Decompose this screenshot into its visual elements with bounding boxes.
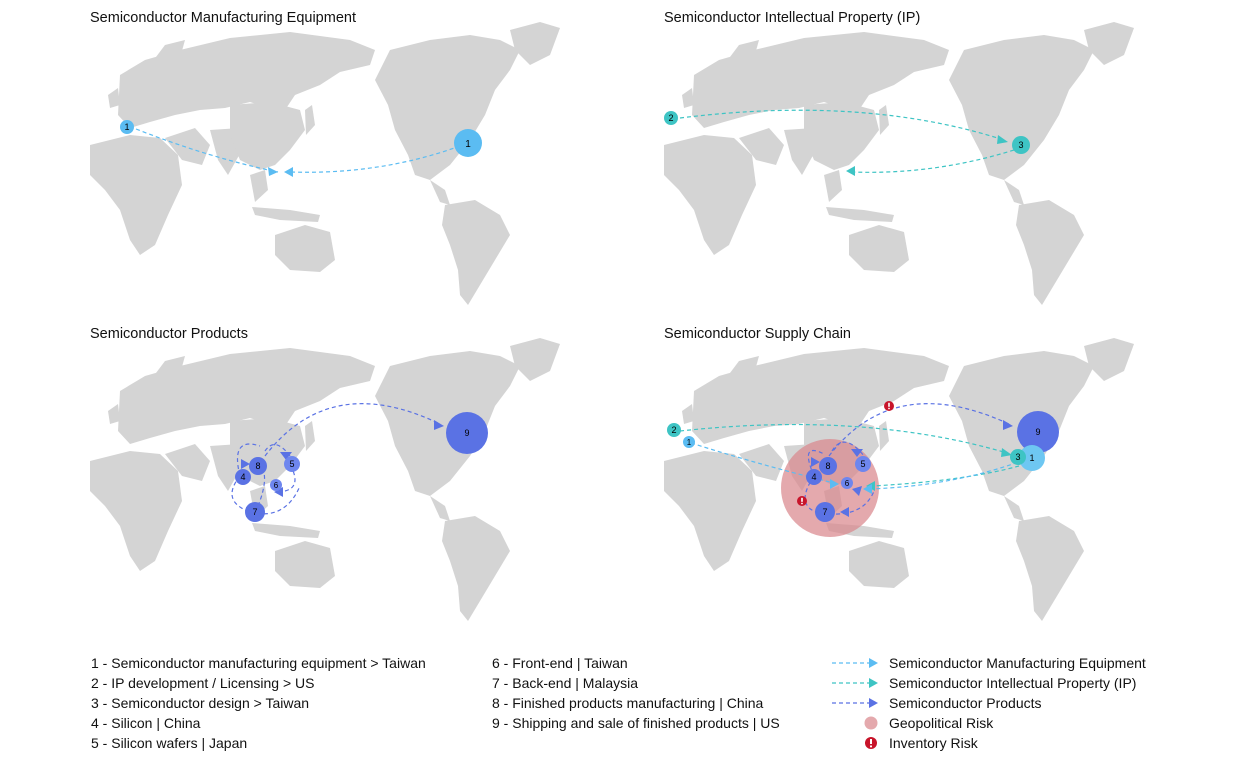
- world-map: [664, 22, 1134, 305]
- node-label: 6: [274, 481, 279, 490]
- arrowhead: [284, 167, 293, 177]
- node-label: 8: [825, 461, 830, 471]
- panel-title: Semiconductor Products: [90, 326, 248, 342]
- node-label: 5: [289, 459, 294, 469]
- node-6: [270, 479, 282, 491]
- node-8: [819, 457, 837, 475]
- node-label: 1: [465, 139, 471, 150]
- node-label: 2: [668, 113, 673, 123]
- node-7: [245, 502, 265, 522]
- node-8: [249, 457, 267, 475]
- world-map: [664, 338, 1134, 621]
- key-label: Geopolitical Risk: [889, 715, 994, 731]
- world-map: [90, 338, 560, 621]
- node-4: [806, 469, 822, 485]
- map-products: 9 8 4 5 6 7: [90, 338, 560, 621]
- node-label: 5: [860, 459, 865, 469]
- node-6: [841, 477, 853, 489]
- inventory-risk-icon: [797, 496, 807, 506]
- node-4: [235, 469, 251, 485]
- node-label: 7: [252, 507, 257, 517]
- node-label: 4: [811, 472, 816, 482]
- node-label: 7: [822, 507, 827, 517]
- node-label: 3: [1018, 140, 1023, 150]
- node-1-us: [1019, 445, 1045, 471]
- node-label: 2: [671, 425, 676, 435]
- node-label: 9: [464, 428, 469, 438]
- panel-title: Semiconductor Supply Chain: [664, 326, 851, 342]
- node-1-us: [454, 129, 482, 157]
- node-9-us: [1017, 411, 1059, 453]
- inventory-risk-icon: [884, 401, 894, 411]
- node-label: 3: [1015, 452, 1020, 462]
- panel-title: Semiconductor Manufacturing Equipment: [90, 10, 356, 26]
- node-3-us: [1012, 136, 1030, 154]
- node-label: 1: [1029, 453, 1034, 463]
- node-2-europe: [667, 423, 681, 437]
- map-ip: 2 3: [664, 22, 1134, 305]
- node-label: 1: [687, 438, 692, 447]
- node-label: 4: [240, 472, 245, 482]
- world-map: [90, 22, 560, 305]
- flow-line-equipment: [289, 145, 461, 173]
- legend-steps-right: 6 - Front-end | Taiwan 7 - Back-end | Ma…: [492, 653, 780, 733]
- arrowhead: [997, 135, 1008, 144]
- panel-products: Semiconductor Products 9 8 4 5 6 7: [90, 326, 630, 626]
- pink-circle-icon: [864, 716, 878, 730]
- map-supply-chain: 9 1 3 2 1 8 4 5 6 7: [664, 338, 1134, 621]
- key-label: Semiconductor Products: [889, 695, 1042, 711]
- arrowhead: [846, 166, 855, 176]
- node-label: 9: [1035, 427, 1040, 437]
- node-5: [284, 456, 300, 472]
- panel-supply-chain: Semiconductor Supply Chain 9: [664, 326, 1204, 626]
- panel-equipment: Semiconductor Manufacturing Equipment 1 …: [90, 10, 630, 310]
- exclamation-icon: [865, 737, 877, 749]
- node-label: 6: [845, 479, 850, 488]
- step-item: 3 - Semiconductor design > Taiwan: [91, 695, 310, 711]
- node-9-us: [446, 412, 488, 454]
- key-label: Semiconductor Intellectual Property (IP): [889, 675, 1137, 691]
- step-item: 6 - Front-end | Taiwan: [492, 655, 628, 671]
- dashed-arrow-icon: [832, 698, 878, 708]
- node-3-us: [1010, 449, 1026, 465]
- step-item: 7 - Back-end | Malaysia: [492, 675, 639, 691]
- node-label: 8: [255, 461, 260, 471]
- flow-line-ip: [679, 109, 1005, 141]
- node-1-europe: [120, 120, 134, 134]
- dashed-arrow-icon: [832, 678, 878, 688]
- legend-steps-left: 1 - Semiconductor manufacturing equipmen…: [91, 653, 426, 753]
- dashed-arrow-icon: [832, 658, 878, 668]
- step-item: 4 - Silicon | China: [91, 715, 201, 731]
- step-item: 9 - Shipping and sale of finished produc…: [492, 715, 780, 731]
- step-item: 2 - IP development / Licensing > US: [91, 675, 315, 691]
- arrowheads: [811, 420, 1013, 517]
- panel-ip: Semiconductor Intellectual Property (IP)…: [664, 10, 1204, 310]
- key-label: Inventory Risk: [889, 735, 978, 751]
- node-2-europe: [664, 111, 678, 125]
- node-1-europe: [683, 436, 695, 448]
- arrowhead: [268, 167, 278, 176]
- map-equipment: 1 1: [90, 22, 560, 305]
- node-5: [855, 456, 871, 472]
- step-item: 1 - Semiconductor manufacturing equipmen…: [91, 655, 426, 671]
- step-item: 8 - Finished products manufacturing | Ch…: [492, 695, 764, 711]
- step-item: 5 - Silicon wafers | Japan: [91, 735, 248, 751]
- node-label: 1: [124, 122, 129, 132]
- node-7: [815, 502, 835, 522]
- key-label: Semiconductor Manufacturing Equipment: [889, 655, 1146, 671]
- panel-title: Semiconductor Intellectual Property (IP): [664, 10, 921, 26]
